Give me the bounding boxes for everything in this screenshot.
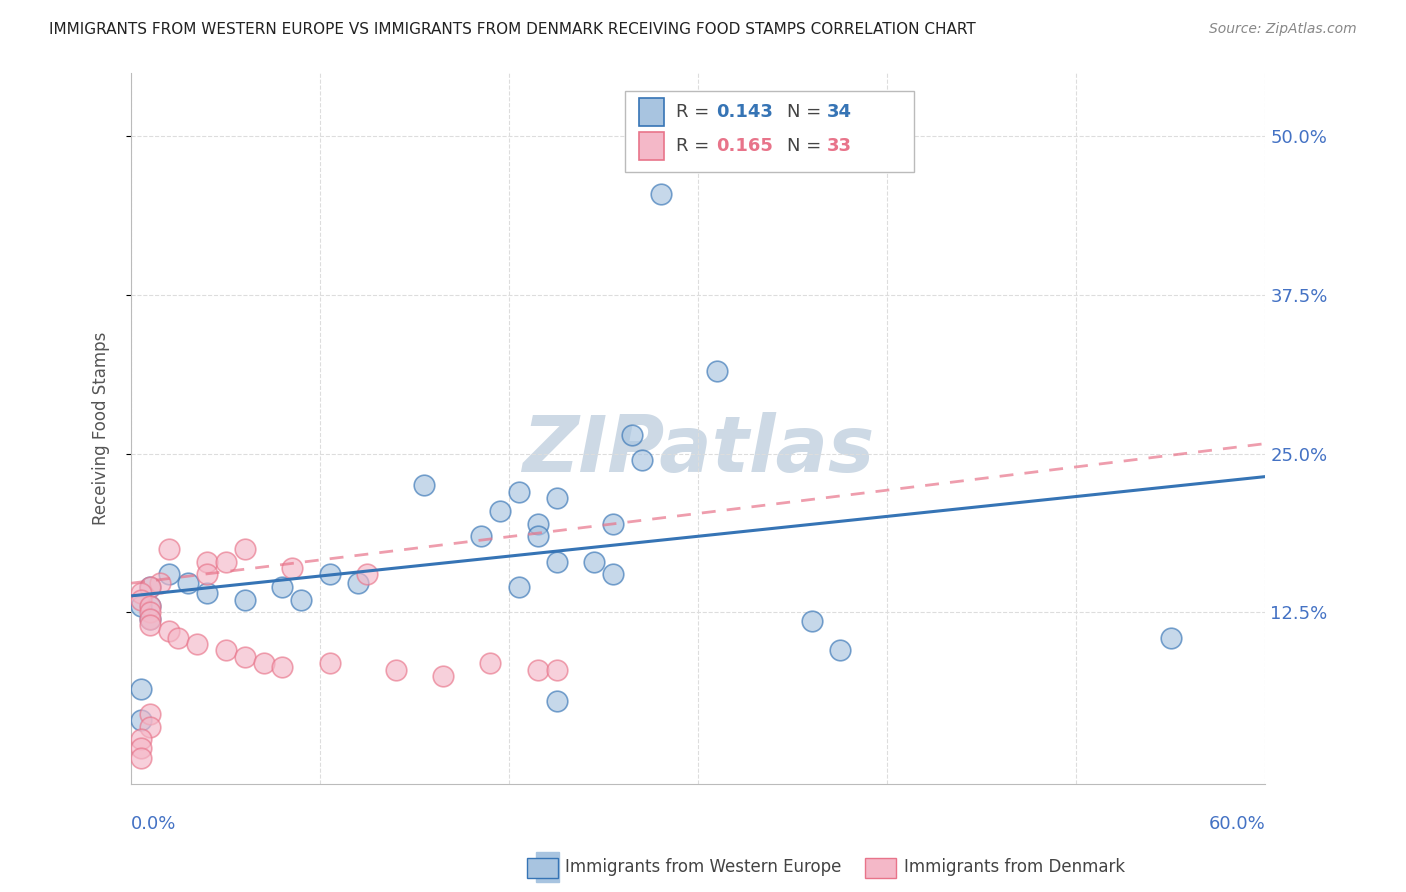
Point [526,663,548,677]
Point [129,713,152,727]
Point [157,567,180,582]
Point [139,599,162,613]
Point [526,516,548,531]
Point [546,491,568,505]
Point [148,576,170,591]
Text: 34: 34 [827,103,852,121]
Point [470,529,492,543]
Point [233,541,256,556]
Point [139,580,162,594]
Point [479,656,502,670]
Point [630,453,652,467]
Point [157,541,180,556]
Text: 60.0%: 60.0% [1209,815,1265,833]
Point [271,660,294,674]
Point [650,186,672,201]
Point [139,599,162,613]
Text: ZIPatlas: ZIPatlas [522,412,875,488]
Point [139,612,162,626]
Point [139,606,162,620]
Text: Immigrants from Western Europe: Immigrants from Western Europe [565,858,842,876]
Point [215,555,238,569]
Point [413,478,436,492]
Point [488,504,510,518]
Text: Immigrants from Denmark: Immigrants from Denmark [904,858,1125,876]
Point [830,643,852,657]
Point [621,427,644,442]
Point [583,555,606,569]
Text: 33: 33 [827,137,852,155]
Point [356,567,378,582]
Point [385,663,408,677]
Point [318,567,340,582]
Point [195,586,218,600]
Text: 0.143: 0.143 [717,103,773,121]
Point [1160,631,1182,645]
Point [139,612,162,626]
Text: N =: N = [787,103,827,121]
Point [233,592,256,607]
Text: N =: N = [787,137,827,155]
Point [252,656,274,670]
Point [602,567,624,582]
Point [281,561,304,575]
Bar [640,98,664,127]
Point [157,624,180,639]
Point [432,669,454,683]
Text: IMMIGRANTS FROM WESTERN EUROPE VS IMMIGRANTS FROM DENMARK RECEIVING FOOD STAMPS : IMMIGRANTS FROM WESTERN EUROPE VS IMMIGR… [49,22,976,37]
Point [318,656,340,670]
Point [139,720,162,734]
Y-axis label: Receiving Food Stamps: Receiving Food Stamps [93,332,110,525]
Point [508,484,530,499]
Point [271,580,294,594]
Point [233,649,256,664]
Point [546,694,568,708]
Point [129,599,152,613]
Point [195,567,218,582]
Point [139,618,162,632]
Point [139,580,162,594]
Text: 0.165: 0.165 [717,137,773,155]
Point [129,741,152,756]
Point [290,592,312,607]
Point [508,580,530,594]
Point [129,592,152,607]
Point [195,555,218,569]
Text: R =: R = [676,103,714,121]
Point [347,576,370,591]
Bar [624,91,914,172]
Point [129,751,152,765]
Point [526,529,548,543]
Point [602,516,624,531]
Point [139,706,162,721]
Point [129,586,152,600]
Point [546,663,568,677]
Point [186,637,208,651]
Point [129,732,152,747]
Point [215,643,238,657]
Text: Source: ZipAtlas.com: Source: ZipAtlas.com [1209,22,1357,37]
Point [177,576,200,591]
Point [167,631,190,645]
Text: R =: R = [676,137,714,155]
Point [129,681,152,696]
Text: 0.0%: 0.0% [131,815,177,833]
Point [800,615,823,629]
Point [706,364,728,378]
Bar [640,132,664,161]
Point [546,555,568,569]
